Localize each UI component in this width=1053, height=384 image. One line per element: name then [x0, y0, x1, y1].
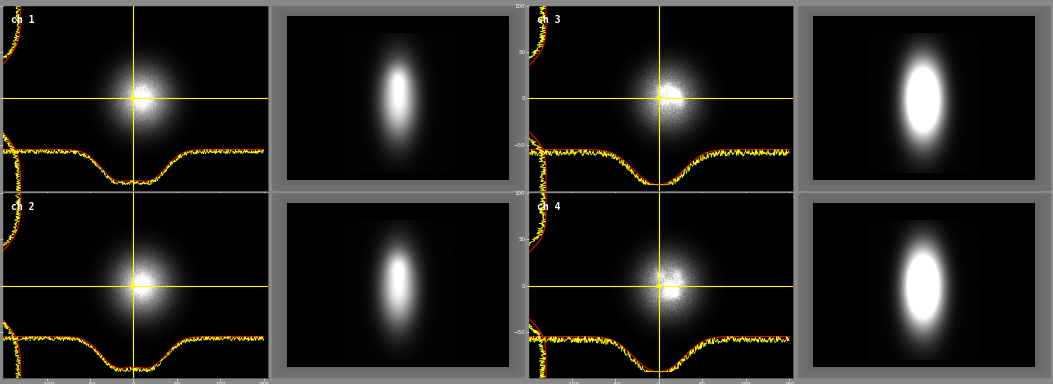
Text: ch 3: ch 3 — [537, 15, 560, 25]
Text: ch 1: ch 1 — [12, 15, 35, 25]
Text: ch 4: ch 4 — [537, 202, 560, 212]
Text: ch 2: ch 2 — [12, 202, 35, 212]
